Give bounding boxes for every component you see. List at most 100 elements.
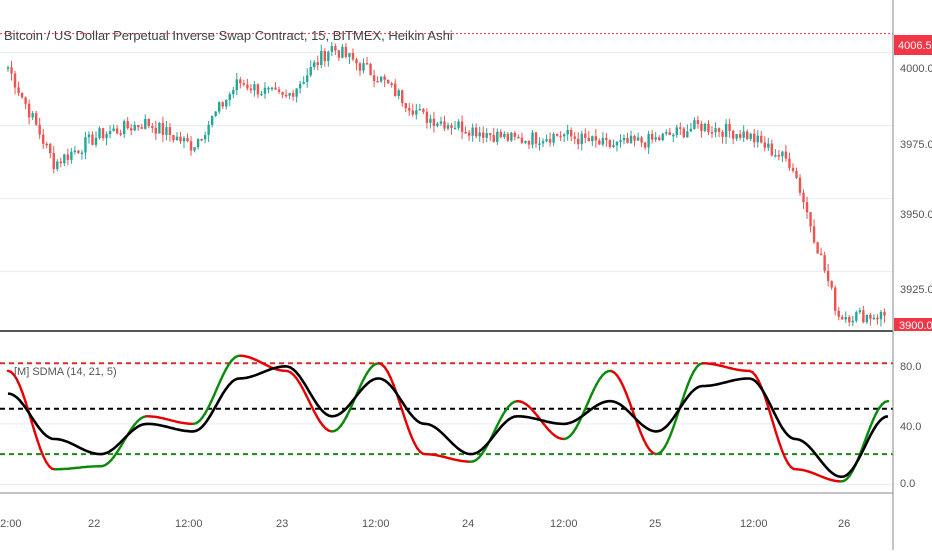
candle-body xyxy=(302,82,304,84)
candle-body xyxy=(545,139,547,141)
candle-body xyxy=(669,132,671,135)
candle-body xyxy=(229,94,231,100)
symbol-title: Bitcoin / US Dollar Perpetual Inverse Sw… xyxy=(4,28,453,43)
candle-body xyxy=(704,124,706,131)
oscillator-signal-line xyxy=(8,366,888,477)
price-candles xyxy=(7,42,886,327)
oscillator-fast-segment xyxy=(20,386,23,394)
candle-body xyxy=(24,97,26,103)
candle-body xyxy=(735,134,737,138)
candle-body xyxy=(179,137,181,142)
candle-body xyxy=(63,155,65,164)
candle-body xyxy=(165,127,167,135)
indicator-axis: 80.0 40.0 0.0 xyxy=(900,361,921,490)
candle-body xyxy=(450,125,452,128)
grid-lines xyxy=(0,53,893,485)
candle-body xyxy=(697,120,699,124)
oscillator-fast-segment xyxy=(773,423,776,433)
candle-body xyxy=(70,152,72,160)
candle-body xyxy=(387,80,389,84)
candle-body xyxy=(662,134,664,140)
candle-body xyxy=(838,311,840,317)
candle-body xyxy=(742,132,744,138)
candle-body xyxy=(405,103,407,108)
candle-body xyxy=(486,133,488,137)
oscillator-fast-segment xyxy=(770,414,773,424)
candle-body xyxy=(686,131,688,137)
candle-body xyxy=(232,90,234,94)
candle-body xyxy=(299,84,301,89)
candle-body xyxy=(144,119,146,129)
time-label: 25 xyxy=(649,518,661,530)
candle-body xyxy=(267,88,269,90)
candle-body xyxy=(10,67,12,73)
candle-body xyxy=(141,127,143,129)
time-label: 12:00 xyxy=(740,518,768,530)
candle-body xyxy=(612,145,614,147)
candle-body xyxy=(605,138,607,140)
candle-body xyxy=(852,321,854,323)
candle-body xyxy=(218,102,220,111)
candle-body xyxy=(186,138,188,141)
candle-body xyxy=(637,137,639,140)
candle-body xyxy=(538,143,540,145)
oscillator-fast-segment xyxy=(37,440,40,448)
time-label: 12:00 xyxy=(550,518,578,530)
candle-body xyxy=(317,62,319,65)
candle-body xyxy=(496,132,498,142)
candle-body xyxy=(482,133,484,138)
candle-body xyxy=(795,171,797,178)
candle-body xyxy=(46,144,48,146)
time-axis: 12:00 22 12:00 23 12:00 24 12:00 25 12:0… xyxy=(0,518,850,530)
candle-body xyxy=(813,226,815,242)
candle-body xyxy=(598,140,600,144)
candle-body xyxy=(521,138,523,143)
candle-body xyxy=(362,63,364,71)
candle-body xyxy=(517,137,519,139)
candle-body xyxy=(148,119,150,126)
candle-body xyxy=(841,317,843,320)
candle-body xyxy=(426,112,428,123)
candle-body xyxy=(239,79,241,83)
candle-body xyxy=(56,162,58,169)
oscillator-fast-segment xyxy=(673,419,676,428)
candle-body xyxy=(468,132,470,135)
candle-body xyxy=(172,135,174,140)
candle-body xyxy=(774,155,776,157)
candle-body xyxy=(348,53,350,57)
candle-body xyxy=(855,312,857,321)
oscillator-fast-segment xyxy=(670,428,673,436)
candle-body xyxy=(728,124,730,131)
candle-body xyxy=(77,151,79,153)
oscillator-lines xyxy=(8,356,888,482)
candle-body xyxy=(866,315,868,322)
candle-body xyxy=(67,155,69,160)
candle-body xyxy=(827,271,829,281)
candle-body xyxy=(802,193,804,202)
candle-body xyxy=(17,87,19,92)
candle-body xyxy=(820,254,822,256)
candle-body xyxy=(214,112,216,116)
time-label: 12:00 xyxy=(0,518,22,530)
candle-body xyxy=(739,134,741,138)
candle-body xyxy=(98,128,100,138)
time-label: 26 xyxy=(838,518,850,530)
candle-body xyxy=(630,136,632,143)
candle-body xyxy=(718,128,720,132)
candle-body xyxy=(626,138,628,143)
candle-body xyxy=(732,131,734,139)
candle-body xyxy=(570,130,572,136)
candle-body xyxy=(616,142,618,145)
candle-body xyxy=(292,93,294,97)
price-tick-label: 3975.0 xyxy=(900,139,932,151)
candle-body xyxy=(475,128,477,137)
candle-body xyxy=(222,102,224,106)
candle-body xyxy=(454,128,456,130)
candle-body xyxy=(105,134,107,138)
candle-body xyxy=(320,51,322,65)
candle-body xyxy=(566,130,568,134)
indicator-tick-label: 40.0 xyxy=(900,421,921,433)
candle-body xyxy=(126,121,128,128)
candle-body xyxy=(60,162,62,164)
